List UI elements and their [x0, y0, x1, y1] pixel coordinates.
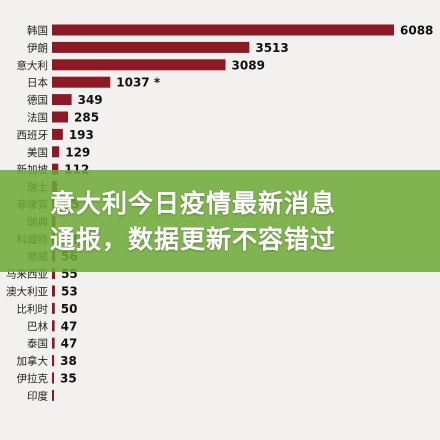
bar [52, 146, 60, 158]
value-label: 3089 [232, 58, 265, 72]
category-label: 巴林 [27, 320, 48, 333]
bar [52, 76, 111, 88]
value-label: 35 [60, 372, 77, 386]
category-label: 加拿大 [17, 355, 49, 368]
value-label: 349 [78, 93, 103, 107]
bar [52, 111, 69, 123]
category-label: 伊朗 [27, 42, 48, 54]
headline-text: 意大利今日疫情最新消息 通报，数据更新不容错过 [50, 186, 390, 258]
category-label: 澳大利亚 [6, 285, 48, 298]
bar [52, 128, 63, 140]
category-label: 德国 [27, 94, 48, 107]
value-label: 53 [61, 285, 78, 299]
bar [52, 163, 59, 175]
headline-line-1: 意大利今日疫情最新消息 [50, 189, 337, 218]
category-label: 伊拉克 [17, 372, 49, 385]
bar [52, 337, 55, 349]
value-label: 38 [60, 354, 77, 368]
category-label: 韩国 [27, 24, 48, 37]
category-label: 美国 [27, 146, 48, 159]
bar [52, 59, 226, 71]
bar [52, 389, 54, 401]
value-label: 285 [74, 111, 99, 125]
bar [52, 24, 394, 36]
value-label: 47 [61, 337, 78, 351]
value-label: 1037 * [116, 76, 161, 90]
category-label: 泰国 [27, 337, 48, 350]
headline-banner: 意大利今日疫情最新消息 通报，数据更新不容错过 [0, 170, 440, 272]
value-label: 193 [69, 128, 94, 142]
value-label: 3513 [255, 41, 288, 55]
bar [52, 285, 55, 297]
value-label: 50 [61, 302, 78, 316]
category-label: 西班牙 [17, 129, 49, 141]
bar [52, 302, 55, 314]
bar [52, 355, 55, 367]
headline-line-2: 通报，数据更新不容错过 [50, 225, 337, 254]
category-label: 日本 [27, 76, 48, 89]
bar [52, 372, 54, 384]
category-label: 印度 [27, 389, 48, 402]
value-label: 129 [65, 145, 90, 159]
value-label: 47 [61, 319, 78, 333]
bar [52, 94, 72, 106]
bar [52, 320, 55, 332]
category-label: 法国 [27, 111, 48, 124]
category-label: 意大利 [17, 59, 49, 72]
bar [52, 268, 56, 280]
bar [52, 41, 250, 53]
category-label: 比利时 [17, 302, 49, 315]
value-label: 6088 [400, 24, 433, 38]
